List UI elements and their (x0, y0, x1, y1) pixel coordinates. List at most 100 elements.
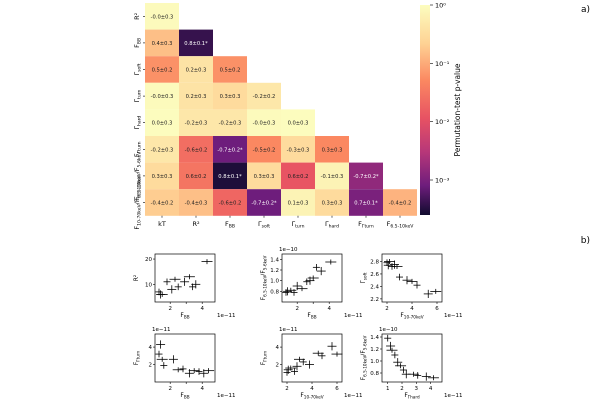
scatter-point (386, 347, 398, 353)
scatter-ytick-label: 2.8 (370, 259, 379, 265)
heatmap-cell-value: -0.2±0.3 (219, 121, 242, 127)
scatter-ylabel: R² (133, 274, 140, 281)
scatter-xtick-label: 2 (285, 386, 289, 392)
scatter-point (163, 278, 171, 286)
heatmap-cell-value: -0.0±0.3 (151, 14, 174, 20)
heatmap-col-label: R² (192, 220, 200, 228)
scatter-xtick-label: 4 (200, 386, 204, 392)
scatter-axes-frame (281, 253, 343, 303)
scatter-point (402, 276, 412, 285)
heatmap-cell-value: -0.2±0.2 (253, 94, 276, 100)
scatter-point (384, 334, 392, 342)
scatter-point (423, 289, 433, 298)
scatter-xlabel: FΓ​hard​ (404, 392, 420, 400)
colorbar-label: Permutation-test p-value (453, 63, 462, 156)
scatter-axes-frame (154, 333, 216, 383)
heatmap-cell-value: 0.5±0.2 (152, 68, 173, 74)
heatmap-cell-value: 0.3±0.3 (322, 147, 343, 153)
scatter-point (386, 341, 396, 351)
scatter-point (195, 368, 203, 375)
heatmap-cell (179, 109, 213, 136)
heatmap-cell-value: -0.6±0.2 (219, 201, 242, 207)
scatter-point (299, 358, 307, 366)
scatter-ytick-label: 1.0 (270, 279, 279, 285)
heatmap-cell (145, 162, 179, 190)
heatmap-cell-value: 0.3±0.3 (254, 174, 275, 180)
scatter-xtick-label: 2 (385, 306, 389, 312)
scatter-axes-frame (154, 253, 216, 303)
scatter-xscale: 1e−11 (344, 313, 363, 319)
heatmap-cell-value: -0.5±0.2 (253, 147, 276, 153)
scatter-point (285, 287, 297, 293)
scatter-point (156, 356, 168, 362)
scatter-point (167, 285, 177, 294)
scatter-point (307, 275, 319, 281)
scatter-ytick-label: 0.8 (370, 371, 379, 377)
heatmap-cell (281, 109, 315, 136)
heatmap-cell (145, 3, 179, 30)
heatmap-cell (179, 162, 213, 190)
scatter-xscale: 1e−11 (344, 393, 363, 399)
scatter-xtick-label: 4 (310, 386, 314, 392)
heatmap-cell (145, 82, 179, 110)
heatmap-col-label: Γsoft​ (258, 220, 270, 230)
scatter-point (391, 351, 399, 359)
scatter-point (168, 355, 178, 364)
scatter-ytick-label: 2.2 (370, 297, 379, 303)
scatter-point (179, 365, 187, 373)
heatmap-cell (247, 109, 281, 136)
scatter-point (172, 367, 184, 373)
scatter-ylabel: Γsoft​ (360, 272, 368, 283)
scatter-ytick-label: 2 (149, 363, 153, 369)
scatter-ytick-label: 1.4 (370, 335, 379, 341)
scatter-xscale: 1e−11 (217, 313, 236, 319)
pvalue-colorbar: 10⁰ 10⁻¹ 10⁻² 10⁻³ Permutation-test p-value (420, 2, 462, 215)
heatmap-cell (349, 162, 383, 190)
scatter-xlabel: FBB​ (180, 392, 189, 400)
scatter-panel: 1 2 3 4 0.8 1.0 1.2 1.4 FΓ​hard​ 1e−11 1e−10 F6.5-1… (360, 327, 463, 400)
scatter-ytick-label: 2.6 (370, 272, 379, 278)
heatmap-cell (281, 136, 315, 163)
scatter-xlabel: FBB​ (180, 312, 189, 320)
scatter-panel: 2 4 6 2.2 2.4 2.6 2.8 F10-70keV​ 1e−11 Γsoft​ (360, 253, 463, 320)
scatter-point (399, 366, 407, 374)
scatter-point (327, 342, 337, 351)
heatmap-cell (145, 189, 179, 216)
heatmap-cell (145, 109, 179, 136)
scatter-point (191, 280, 201, 289)
scatter-point (285, 365, 297, 371)
scatter-xtick-label: 4 (410, 306, 414, 312)
scatter-point (384, 258, 395, 264)
scatter-ytick-label: 1.2 (370, 347, 379, 353)
colorbar-tick-label: 10⁰ (435, 2, 446, 10)
heatmap-cell (213, 109, 247, 136)
heatmap-cell (213, 82, 247, 110)
scatter-panel: 2 4 0.8 1.0 1.2 1.4 FBB​ 1e−11 1e−10 F6.5-10keV​/… (260, 247, 363, 320)
scatter-ytick-label: 1.0 (370, 359, 379, 365)
heatmap-cell (179, 29, 213, 57)
scatter-xtick-label: 2 (295, 306, 299, 312)
scatter-yscale: 1e−10 (379, 327, 398, 333)
scatter-point (312, 264, 320, 271)
scatter-ytick-label: 20 (145, 257, 152, 263)
heatmap-cell-value: -0.4±0.3 (185, 201, 208, 207)
heatmap-cell-value: 0.0±0.3 (152, 121, 173, 127)
scatter-yscale: 1e−11 (279, 327, 298, 333)
heatmap-cell (247, 189, 281, 216)
scatter-point (407, 371, 419, 377)
scatter-axes-frame (381, 333, 443, 383)
heatmap-cell-value: 0.3±0.3 (220, 94, 241, 100)
scatter-xtick-label: 6 (435, 306, 439, 312)
scatter-point (396, 273, 403, 281)
heatmap-cell-value: -0.2±0.3 (151, 147, 174, 153)
scatter-xtick-label: 2 (168, 306, 172, 312)
heatmap-col-label: F6.5-10keV​ (387, 220, 415, 230)
scatter-point (292, 362, 302, 371)
scatter-point (421, 372, 431, 381)
heatmap-row-label: FΓ​turn​ (133, 141, 143, 157)
scatter-xtick-label: 4 (429, 386, 433, 392)
heatmap-cell (281, 162, 315, 190)
scatter-xscale: 1e−11 (444, 313, 463, 319)
scatter-ytick-label: 4 (149, 345, 153, 351)
